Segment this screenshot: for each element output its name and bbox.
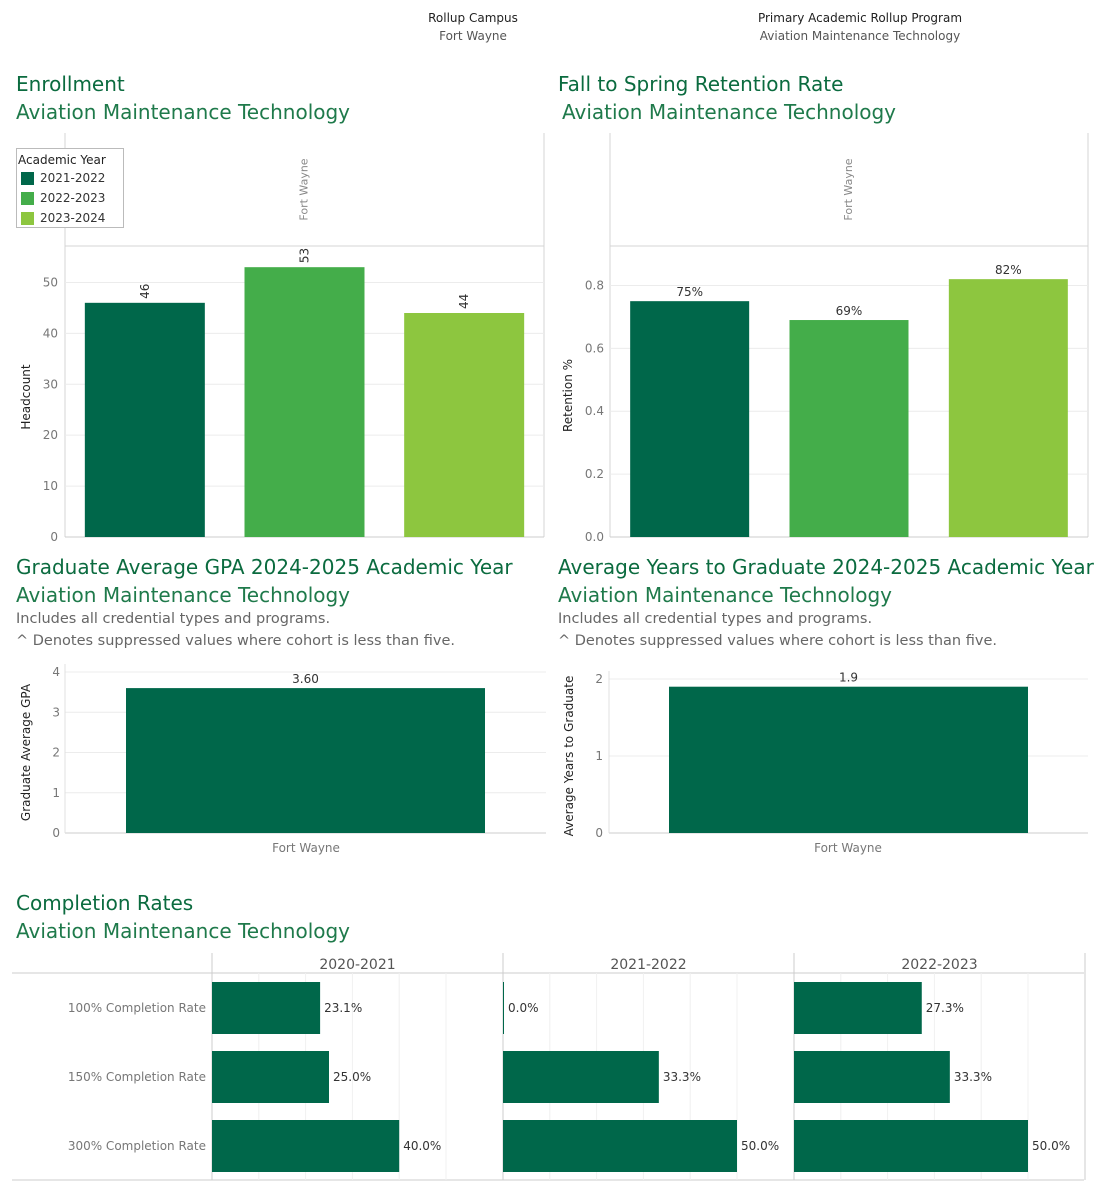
y-axis-title: Retention % (561, 359, 575, 432)
bar-value-label: 23.1% (324, 1001, 362, 1015)
bar-value-label: 40.0% (403, 1139, 441, 1153)
legend-item-2022-2023[interactable]: 2022-2023 (21, 190, 105, 206)
bar-value-label: 82% (995, 263, 1022, 277)
campus-filter[interactable]: Rollup Campus Fort Wayne (400, 11, 546, 43)
bar-2022-2023 (244, 267, 365, 537)
x-category-label: Fort Wayne (814, 841, 882, 855)
y-tick-label: 0 (595, 826, 603, 840)
y-tick-label: 2 (52, 746, 60, 760)
gpa-note-2: ^ Denotes suppressed values where cohort… (16, 633, 455, 649)
row-label: 100% Completion Rate (68, 1001, 206, 1015)
bar-2022-2023 (789, 320, 909, 537)
y-tick-label: 0 (52, 826, 60, 840)
panel-header-label: Fort Wayne (298, 158, 311, 220)
completion-bar (794, 982, 922, 1034)
panel-header-label: Fort Wayne (842, 158, 855, 220)
panel-header-2022-2023: 2022-2023 (901, 957, 977, 973)
y-tick-label: 4 (52, 665, 60, 679)
y-tick-label: 0.6 (585, 341, 604, 355)
bar-2023-2024 (948, 279, 1068, 537)
program-filter[interactable]: Primary Academic Rollup Program Aviation… (740, 11, 980, 43)
row-label: 300% Completion Rate (68, 1139, 206, 1153)
legend-swatch (21, 211, 34, 225)
legend-label: 2022-2023 (40, 191, 106, 205)
bar-value-label: 69% (836, 304, 863, 318)
bar-value-label: 75% (676, 285, 703, 299)
row-label: 150% Completion Rate (68, 1070, 206, 1084)
bar-value-label: 46 (138, 284, 152, 299)
program-filter-value[interactable]: Aviation Maintenance Technology (759, 29, 961, 43)
y-tick-label: 0.2 (585, 467, 604, 481)
bar-value-label: 33.3% (954, 1070, 992, 1084)
y-tick-label: 20 (43, 428, 58, 442)
completion-bar (212, 982, 321, 1034)
completion-subtitle: Aviation Maintenance Technology (16, 919, 351, 943)
bar-value-label: 50.0% (1032, 1139, 1070, 1153)
y-tick-label: 10 (43, 479, 58, 493)
years-subtitle: Aviation Maintenance Technology (558, 583, 893, 607)
completion-bar (503, 1120, 737, 1172)
enrollment-title: Enrollment (16, 72, 125, 96)
y-axis-title: Graduate Average GPA (19, 683, 33, 821)
y-tick-label: 3 (52, 705, 60, 719)
completion-bar (212, 1120, 400, 1172)
y-tick-label: 1 (595, 749, 603, 763)
bar-2021-2022 (84, 302, 205, 537)
completion-bar (794, 1051, 950, 1103)
program-filter-label: Primary Academic Rollup Program (757, 11, 963, 25)
y-tick-label: 0.8 (585, 278, 604, 292)
y-axis-title: Average Years to Graduate (562, 676, 576, 837)
y-tick-label: 0.0 (585, 530, 604, 544)
completion-bar (212, 1051, 329, 1103)
legend-item-2021-2022[interactable]: 2021-2022 (21, 170, 105, 186)
bar-value-label: 1.9 (839, 671, 858, 685)
y-tick-label: 1 (52, 786, 60, 800)
campus-filter-value[interactable]: Fort Wayne (439, 29, 507, 43)
gpa-note-1: Includes all credential types and progra… (16, 611, 331, 627)
bar-value-label: 33.3% (663, 1070, 701, 1084)
legend-swatch (21, 191, 34, 205)
bar-fort-wayne (669, 686, 1028, 833)
y-axis-title: Headcount (19, 364, 33, 430)
panel-header-2021-2022: 2021-2022 (610, 957, 686, 973)
years-note-2: ^ Denotes suppressed values where cohort… (558, 633, 997, 649)
bar-value-label: 3.60 (292, 672, 319, 686)
bar-value-label: 53 (298, 248, 312, 263)
legend-label: 2023-2024 (40, 211, 106, 225)
y-tick-label: 40 (43, 326, 58, 340)
panel-header-2020-2021: 2020-2021 (319, 957, 395, 973)
y-tick-label: 2 (595, 672, 603, 686)
legend-title: Academic Year (18, 153, 106, 167)
bar-2021-2022 (630, 301, 750, 537)
completion-bar (794, 1120, 1028, 1172)
x-category-label: Fort Wayne (272, 841, 340, 855)
years-note-1: Includes all credential types and progra… (558, 611, 873, 627)
retention-subtitle: Aviation Maintenance Technology (562, 100, 897, 124)
years-title: Average Years to Graduate 2024-2025 Acad… (558, 555, 1094, 579)
gpa-title: Graduate Average GPA 2024-2025 Academic … (16, 555, 513, 579)
completion-bar (503, 1051, 659, 1103)
bar-value-label: 0.0% (508, 1001, 539, 1015)
legend-label: 2021-2022 (40, 171, 106, 185)
y-tick-label: 30 (43, 377, 58, 391)
gpa-subtitle: Aviation Maintenance Technology (16, 583, 351, 607)
y-tick-label: 0 (50, 530, 58, 544)
enrollment-subtitle: Aviation Maintenance Technology (16, 100, 351, 124)
y-tick-label: 50 (43, 275, 58, 289)
y-tick-label: 0.4 (585, 404, 604, 418)
bar-fort-wayne (126, 688, 485, 833)
bar-2023-2024 (404, 313, 525, 537)
bar-value-label: 27.3% (926, 1001, 964, 1015)
campus-filter-label: Rollup Campus (428, 11, 518, 25)
retention-title: Fall to Spring Retention Rate (558, 72, 844, 96)
legend-swatch (21, 171, 34, 185)
completion-title: Completion Rates (16, 891, 194, 915)
bar-value-label: 50.0% (741, 1139, 779, 1153)
completion-bar (503, 982, 504, 1034)
bar-value-label: 25.0% (333, 1070, 371, 1084)
bar-value-label: 44 (457, 294, 471, 309)
legend-item-2023-2024[interactable]: 2023-2024 (21, 210, 105, 226)
enrollment-legend[interactable]: Academic Year 2021-2022 2022-2023 2023-2… (16, 148, 124, 228)
